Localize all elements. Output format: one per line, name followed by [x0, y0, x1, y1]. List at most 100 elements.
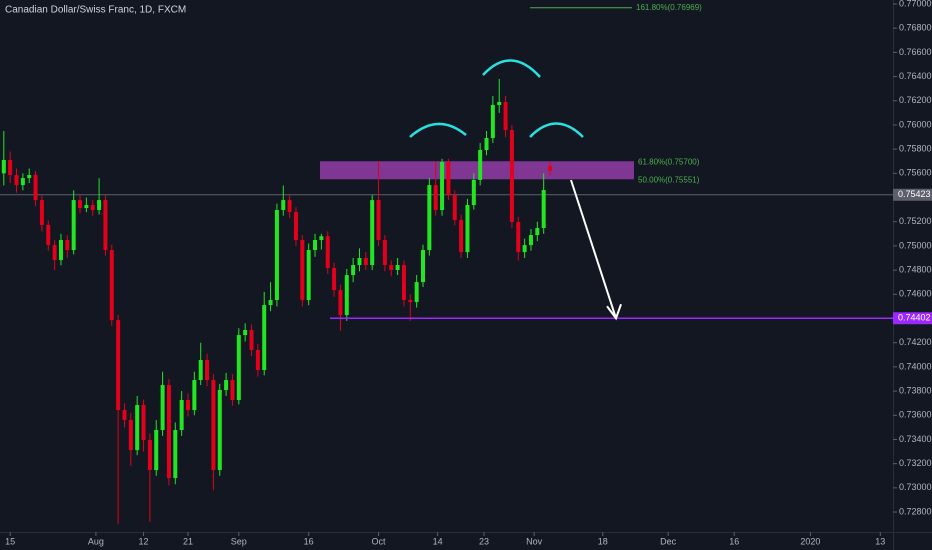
candle-body: [160, 385, 165, 431]
candle-body: [1, 160, 6, 174]
candle-body: [382, 239, 387, 266]
candle-body: [84, 205, 89, 209]
candle-body: [173, 430, 178, 479]
candle-body: [541, 190, 546, 229]
x-tick-label: Dec: [660, 536, 677, 546]
candle-body: [389, 265, 394, 270]
candle-body: [103, 200, 108, 251]
y-tick-label: 0.75800: [899, 144, 932, 154]
x-tick-label: 15: [5, 536, 15, 546]
shoulder-arc: [409, 122, 467, 138]
candle-body: [39, 200, 44, 225]
candle-body: [548, 166, 553, 171]
candle-body: [414, 282, 419, 303]
candle-body: [243, 329, 248, 336]
candle-body: [287, 200, 292, 213]
candle-body: [78, 200, 83, 209]
fib-zone: [320, 161, 634, 180]
candle-body: [363, 258, 368, 266]
x-tick-label: 16: [304, 536, 314, 546]
candle-body: [122, 410, 127, 420]
candle-body: [338, 290, 343, 316]
x-tick-label: Sep: [231, 536, 247, 546]
candle-body: [535, 228, 540, 236]
candle-body: [293, 212, 298, 240]
candle-body: [344, 275, 349, 316]
candle-body: [27, 175, 32, 179]
fib-level-label: 61.80%(0.75700): [638, 157, 700, 166]
candle-body: [128, 419, 133, 451]
candle-body: [522, 245, 527, 253]
candle-body: [71, 200, 76, 251]
y-tick-label: 0.76600: [899, 47, 932, 57]
candle-body: [211, 380, 216, 471]
y-tick-label: 0.74200: [899, 337, 932, 347]
candle-body: [97, 200, 102, 210]
x-tick-label: Oct: [372, 536, 387, 546]
candle-body: [33, 175, 38, 201]
fib-extension-label: 161.80%(0.76969): [636, 3, 702, 12]
y-tick-label: 0.73600: [899, 410, 932, 420]
y-tick-label: 0.76400: [899, 71, 932, 81]
candle-body: [509, 130, 514, 222]
candle-body: [306, 250, 311, 300]
candle-body: [230, 380, 235, 401]
y-tick-label: 0.73200: [899, 458, 932, 468]
candle-body: [332, 268, 337, 291]
y-tick-label: 0.72800: [899, 506, 932, 516]
x-tick-label: 13: [875, 536, 885, 546]
x-tick-label: Aug: [88, 536, 104, 546]
candle-body: [141, 404, 146, 441]
y-tick-label: 0.75000: [899, 240, 932, 250]
candle-body: [484, 138, 489, 150]
candle-body: [14, 175, 19, 186]
candle-body: [186, 400, 190, 411]
candle-body: [433, 185, 438, 210]
candle-body: [497, 101, 502, 105]
candle-body: [465, 205, 470, 253]
candle-body: [528, 235, 533, 246]
candle-body: [408, 299, 413, 303]
candle-body: [166, 385, 171, 479]
head-arc: [482, 59, 541, 78]
candle-body: [109, 250, 114, 321]
x-tick-label: 18: [598, 536, 608, 546]
y-tick-label: 0.73400: [899, 434, 932, 444]
y-tick-label: 0.74000: [899, 361, 932, 371]
x-tick-label: 12: [139, 536, 149, 546]
candle-body: [249, 329, 254, 351]
candle-body: [154, 430, 159, 471]
candle-body: [52, 245, 57, 261]
candle-body: [147, 440, 152, 471]
candle-body: [478, 149, 483, 180]
candle-body: [217, 389, 222, 471]
x-tick-label: 21: [183, 536, 193, 546]
candle-body: [313, 239, 318, 251]
x-tick-label: 16: [729, 536, 739, 546]
arrow-shaft: [570, 179, 617, 319]
candle-body: [262, 305, 267, 371]
candle-body: [224, 380, 229, 390]
candle-body: [357, 258, 362, 266]
y-tick-label: 0.76000: [899, 119, 932, 129]
fib-level-label: 50.00%(0.75551): [638, 175, 700, 184]
candle-body: [192, 380, 197, 411]
candle-body: [446, 161, 451, 195]
candle-body: [198, 359, 203, 381]
x-tick-label: Nov: [526, 536, 543, 546]
candle-body: [427, 185, 432, 251]
y-tick-label: 0.73800: [899, 385, 932, 395]
y-tick-label: 0.75200: [899, 216, 932, 226]
chart-title: Canadian Dollar/Swiss Franc, 1D, FXCM: [5, 5, 186, 16]
candle-body: [459, 220, 464, 253]
candle-body: [236, 335, 241, 401]
y-tick-label: 0.73000: [899, 482, 932, 492]
candle-body: [490, 104, 495, 139]
candle-body: [116, 320, 121, 411]
candle-body: [325, 236, 330, 269]
y-tick-label: 0.74600: [899, 289, 932, 299]
shoulder-arc: [529, 122, 584, 138]
arrow-head: [606, 303, 622, 321]
